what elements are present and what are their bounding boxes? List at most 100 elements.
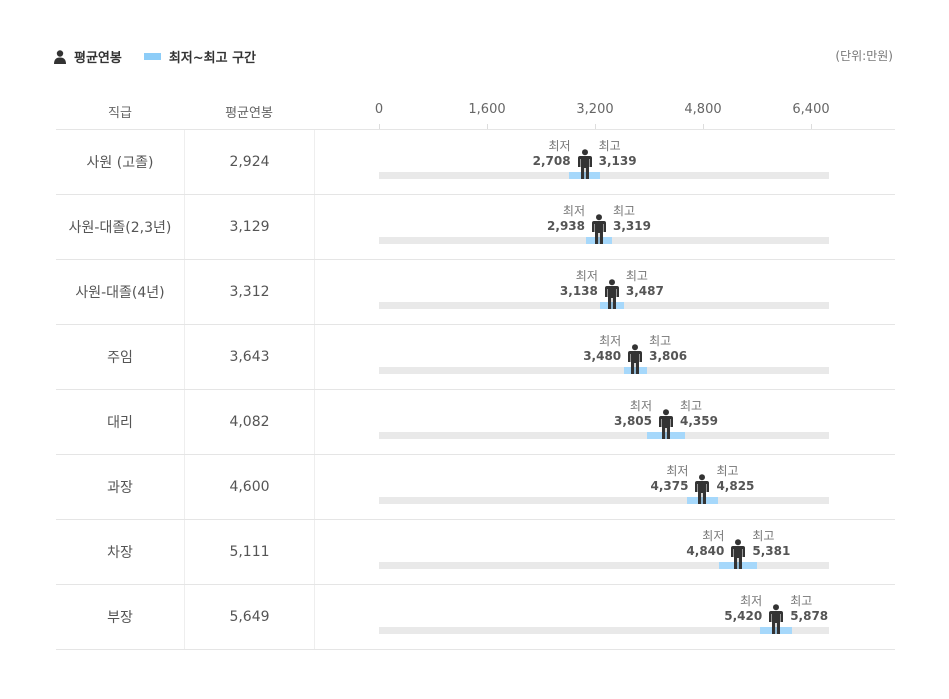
- unit-label: (단위:만원): [835, 49, 893, 63]
- table-row: 대리 4,082 최저 3,805 최고 4,359: [56, 390, 895, 455]
- min-value: 5,420: [724, 609, 763, 623]
- min-value: 3,480: [583, 349, 622, 363]
- range-bar: [760, 627, 793, 634]
- max-value: 4,825: [716, 479, 755, 493]
- max-label: 최고 4,359: [680, 399, 718, 429]
- min-value: 3,138: [559, 284, 598, 298]
- min-label: 최저 2,708: [533, 139, 571, 169]
- avg-cell: 4,600: [185, 455, 315, 519]
- max-value: 4,359: [680, 414, 718, 428]
- table-row: 부장 5,649 최저 5,420 최고 5,878: [56, 585, 895, 650]
- person-icon: [54, 49, 66, 64]
- person-icon: [577, 149, 593, 179]
- range-bar: [599, 302, 625, 309]
- max-value: 3,319: [613, 219, 651, 233]
- legend-range-swatch: [143, 53, 161, 60]
- max-title: 최고: [752, 529, 775, 543]
- axis-tick: [487, 124, 488, 129]
- avg-cell: 5,111: [185, 520, 315, 584]
- legend-range-label: 최저~최고 구간: [168, 51, 257, 66]
- person-icon: [730, 539, 746, 569]
- table-row: 사원-대졸(4년) 3,312 최저 3,138 최고 3,487: [56, 260, 895, 325]
- min-value: 4,840: [686, 544, 725, 558]
- max-title: 최고: [613, 204, 636, 218]
- rank-cell: 대리: [56, 390, 185, 454]
- axis-tick-label: 6,400: [792, 102, 830, 117]
- range-bar: [686, 497, 719, 504]
- range-bar: [719, 562, 758, 569]
- range-bar: [623, 367, 647, 374]
- table-row: 차장 5,111 최저 4,840 최고 5,381: [56, 520, 895, 585]
- max-value: 3,806: [649, 349, 688, 363]
- rank-cell: 사원-대졸(2,3년): [56, 195, 185, 259]
- min-title: 최저: [629, 399, 653, 413]
- axis-tick: [379, 124, 380, 129]
- table-row: 사원-대졸(2,3년) 3,129 최저 2,938 최고 3,319: [56, 195, 895, 260]
- min-title: 최저: [666, 464, 689, 478]
- max-label: 최고 5,878: [790, 594, 828, 624]
- header-avg: 평균연봉: [225, 106, 273, 121]
- axis-tick-label: 1,600: [468, 102, 506, 117]
- max-label: 최고 5,381: [752, 529, 790, 559]
- avg-cell: 5,649: [185, 585, 315, 649]
- min-value: 4,375: [650, 479, 689, 493]
- min-value: 2,938: [547, 219, 586, 233]
- range-bar: [569, 172, 600, 179]
- range-track: [379, 367, 829, 374]
- range-bar: [646, 432, 686, 439]
- range-track: [379, 497, 829, 504]
- avg-cell: 2,924: [185, 130, 315, 194]
- legend-avg-label: 평균연봉: [74, 51, 122, 66]
- max-title: 최고: [625, 269, 648, 283]
- min-label: 최저 3,138: [560, 269, 598, 299]
- min-title: 최저: [575, 269, 598, 283]
- table-row: 과장 4,600 최저 4,375 최고 4,825: [56, 455, 895, 520]
- min-label: 최저 5,420: [724, 594, 762, 624]
- max-value: 5,381: [752, 544, 791, 558]
- min-value: 3,805: [614, 414, 653, 428]
- max-label: 최고 3,806: [649, 334, 687, 364]
- rank-cell: 과장: [56, 455, 185, 519]
- axis-tick-label: 4,800: [684, 102, 722, 117]
- max-title: 최고: [598, 139, 621, 153]
- rank-cell: 사원 (고졸): [56, 130, 185, 194]
- max-value: 5,878: [790, 609, 829, 623]
- rank-cell: 사원-대졸(4년): [56, 260, 185, 324]
- max-label: 최고 3,139: [599, 139, 637, 169]
- max-label: 최고 3,487: [626, 269, 664, 299]
- axis-tick-label: 0: [374, 102, 384, 117]
- person-icon: [694, 474, 710, 504]
- avg-cell: 3,643: [185, 325, 315, 389]
- min-title: 최저: [562, 204, 586, 218]
- avg-cell: 3,129: [185, 195, 315, 259]
- min-label: 최저 4,375: [650, 464, 688, 494]
- min-title: 최저: [740, 594, 763, 608]
- max-label: 최고 4,825: [716, 464, 754, 494]
- axis-tick-label: 3,200: [576, 102, 614, 117]
- person-icon: [604, 279, 620, 309]
- axis-tick: [595, 124, 596, 129]
- min-title: 최저: [599, 334, 622, 348]
- avg-cell: 4,082: [185, 390, 315, 454]
- max-title: 최고: [680, 399, 703, 413]
- header-rank: 직급: [108, 106, 132, 121]
- axis-tick: [703, 124, 704, 129]
- min-label: 최저 3,805: [614, 399, 652, 429]
- max-title: 최고: [790, 594, 813, 608]
- avg-cell: 3,312: [185, 260, 315, 324]
- table-row: 주임 3,643 최저 3,480 최고 3,806: [56, 325, 895, 390]
- person-icon: [658, 409, 674, 439]
- max-label: 최고 3,319: [613, 204, 651, 234]
- max-value: 3,487: [625, 284, 664, 298]
- person-icon: [627, 344, 643, 374]
- axis-tick: [811, 124, 812, 129]
- table-header: 직급 평균연봉 0 1,600 3,200 4,800 6,400: [56, 95, 895, 130]
- rank-cell: 주임: [56, 325, 185, 389]
- person-icon: [768, 604, 784, 634]
- max-title: 최고: [649, 334, 672, 348]
- min-title: 최저: [548, 139, 571, 153]
- range-bar: [585, 237, 613, 244]
- range-track: [379, 432, 829, 439]
- max-value: 3,139: [598, 154, 637, 168]
- range-track: [379, 172, 829, 179]
